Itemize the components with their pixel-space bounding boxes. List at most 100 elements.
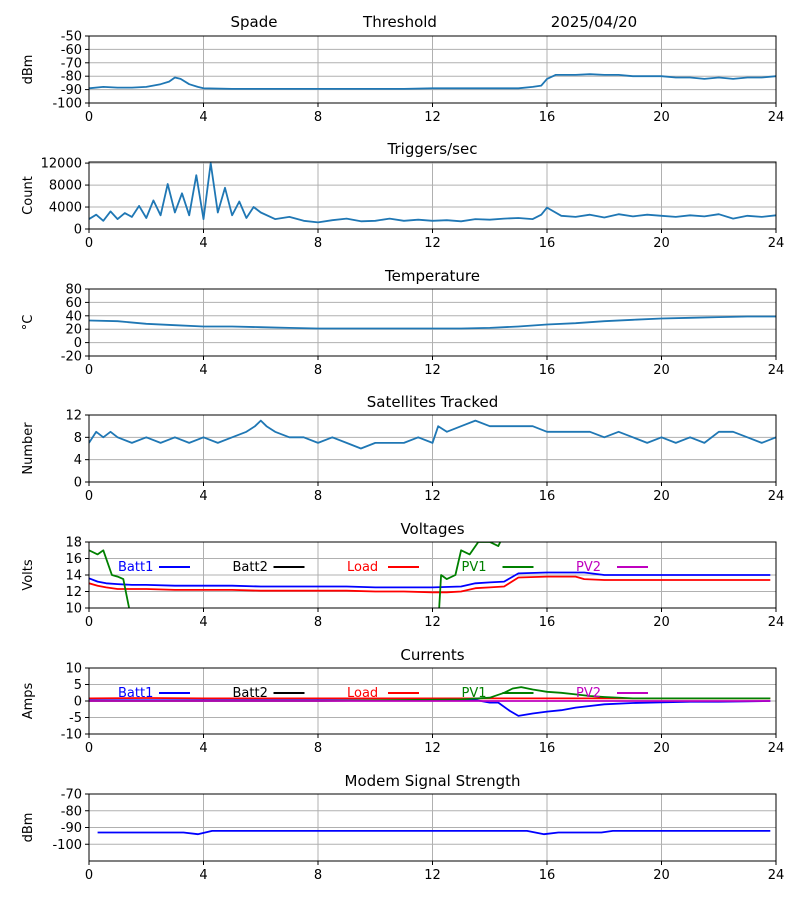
- axis-label-y: Count: [21, 176, 36, 215]
- tick-label-x: 16: [539, 110, 556, 125]
- chart-title: Voltages: [400, 520, 464, 538]
- series-line-batt1: [89, 699, 771, 717]
- legend-label-batt1: Batt1: [118, 686, 153, 701]
- tick-label-x: 16: [539, 615, 556, 630]
- tick-label-x: 24: [768, 868, 785, 883]
- tick-label-x: 4: [199, 110, 207, 125]
- tick-label-x: 8: [314, 489, 322, 504]
- legend-label-batt2: Batt2: [233, 686, 268, 701]
- series-group: [89, 162, 776, 224]
- tick-label-x: 16: [539, 741, 556, 756]
- tick-label-x: 20: [653, 363, 670, 378]
- tick-label-x: 8: [314, 615, 322, 630]
- tick-label-x: 4: [199, 868, 207, 883]
- tick-label-x: 12: [424, 110, 441, 125]
- tick-label-x: 4: [199, 489, 207, 504]
- legend-label-pv2: PV2: [576, 560, 601, 575]
- tick-label-y: 10: [65, 602, 82, 617]
- tick-label-y: 8000: [49, 179, 82, 194]
- series-line-satellites: [89, 419, 776, 450]
- tick-label-y: -100: [52, 838, 82, 853]
- tick-label-x: 4: [199, 363, 207, 378]
- tick-label-x: 20: [653, 110, 670, 125]
- tick-label-x: 12: [424, 868, 441, 883]
- tick-label-y: 0: [74, 695, 82, 710]
- legend-label-pv1: PV1: [462, 560, 487, 575]
- tick-label-x: 24: [768, 489, 785, 504]
- tick-label-y: 10: [65, 662, 82, 677]
- tick-label-y: 12: [65, 409, 82, 424]
- tick-label-y: 8: [74, 431, 82, 446]
- series-group: [89, 73, 776, 90]
- legend-label-batt2: Batt2: [233, 560, 268, 575]
- series-group: [89, 315, 776, 330]
- plot-frame: [88, 288, 777, 357]
- tick-label-x: 0: [85, 868, 93, 883]
- tick-label-x: 12: [424, 741, 441, 756]
- tick-label-y: 0: [74, 223, 82, 238]
- tick-label-y: 14: [65, 569, 82, 584]
- tick-label-y: 5: [74, 678, 82, 693]
- tick-label-y: 40: [65, 309, 82, 324]
- chart-title: Modem Signal Strength: [345, 772, 521, 790]
- tick-label-y: -70: [61, 788, 82, 803]
- tick-label-x: 12: [424, 236, 441, 251]
- tick-label-x: 20: [653, 236, 670, 251]
- tick-label-y: 12000: [41, 157, 82, 172]
- tick-label-x: 16: [539, 236, 556, 251]
- tick-label-y: 0: [74, 336, 82, 351]
- tick-label-x: 12: [424, 615, 441, 630]
- tick-label-x: 8: [314, 741, 322, 756]
- tick-label-y: -80: [61, 70, 82, 85]
- tick-label-x: 24: [768, 741, 785, 756]
- plot-frame: [88, 414, 777, 483]
- tick-label-x: 16: [539, 363, 556, 378]
- series-group: [89, 419, 776, 450]
- legend-label-load: Load: [347, 560, 378, 575]
- plot-frame: [88, 667, 777, 735]
- tick-label-y: 4: [74, 453, 82, 468]
- tick-label-x: 24: [768, 236, 785, 251]
- chart-satellites: 0 4 8 12 16 20 24 0 4 8 12 Satellites Tracked Number: [21, 393, 784, 504]
- axis-label-y: dBm: [21, 813, 36, 843]
- chart-noise: 0 4 8 12 16 20 24 -100-90-80-70-60-50 dBm: [21, 30, 784, 126]
- tick-label-y: -10: [61, 728, 82, 743]
- series-line-temperature: [89, 315, 776, 330]
- tick-label-x: 8: [314, 363, 322, 378]
- axis-label-y: °C: [21, 315, 36, 331]
- tick-label-x: 16: [539, 868, 556, 883]
- series-line-noise: [89, 73, 776, 90]
- series-line-triggers: [89, 162, 776, 224]
- plot-frame: [88, 161, 777, 230]
- tick-label-y: 0: [74, 476, 82, 491]
- axis-label-y: Amps: [21, 682, 36, 719]
- plot-frame: [88, 541, 777, 609]
- header-date: 2025/04/20: [551, 13, 637, 31]
- tick-label-y: -90: [61, 83, 82, 98]
- tick-label-y: -50: [61, 30, 82, 45]
- tick-label-y: 16: [65, 552, 82, 567]
- legend-label-pv2: PV2: [576, 686, 601, 701]
- series-group: [89, 686, 771, 717]
- tick-label-y: -60: [61, 43, 82, 58]
- tick-label-x: 0: [85, 741, 93, 756]
- axis-label-y: Volts: [21, 559, 36, 591]
- tick-label-y: -100: [52, 97, 82, 112]
- tick-label-x: 20: [653, 489, 670, 504]
- tick-label-x: 4: [199, 741, 207, 756]
- tick-label-y: 12: [65, 585, 82, 600]
- chart-title: Satellites Tracked: [367, 393, 498, 411]
- tick-label-x: 4: [199, 615, 207, 630]
- tick-label-x: 16: [539, 489, 556, 504]
- tick-label-x: 24: [768, 363, 785, 378]
- tick-label-x: 8: [314, 110, 322, 125]
- chart-title: Triggers/sec: [387, 140, 478, 158]
- series-line-pv1: [89, 542, 502, 608]
- tick-label-y: -20: [61, 350, 82, 365]
- tick-label-y: 4000: [49, 201, 82, 216]
- series-line-pv1: [89, 686, 771, 702]
- tick-label-y: 80: [65, 283, 82, 298]
